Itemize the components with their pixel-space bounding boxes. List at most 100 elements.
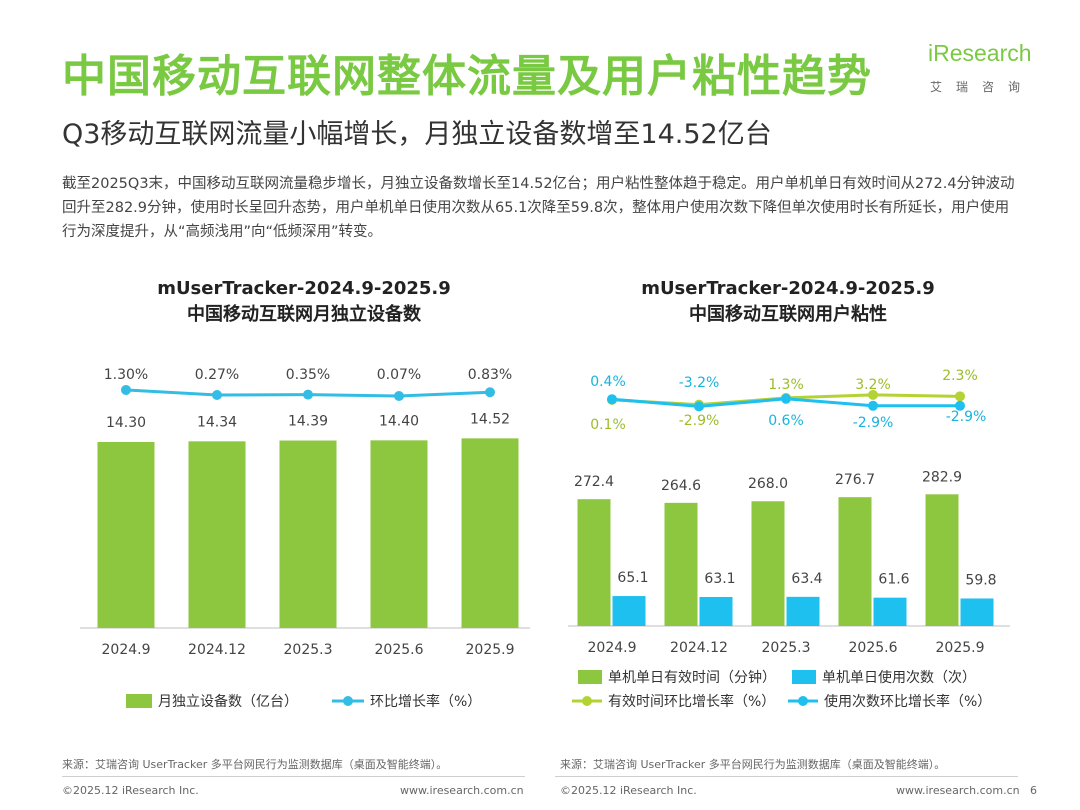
chart2-count-growth-point-2025.6 [868,400,878,411]
chart2-count-label-2024.9: 65.1 [617,570,648,586]
chart2-time-bar-2025.3 [751,501,785,626]
chart2-legend-count-swatch [792,670,816,684]
chart1-bar-2024.12 [188,441,246,628]
chart2-count-growth-label-2024.9: 0.4% [590,374,626,390]
chart1-x-tick-2024.9: 2024.9 [102,642,151,658]
chart2-time-growth-point-2025.9 [955,391,965,402]
chart2-time-bar-2024.12 [664,502,698,626]
chart2-count-bar-2024.12 [699,596,733,626]
chart1-title: mUserTracker-2024.9-2025.9 中国移动互联网月独立设备数 [84,276,524,328]
chart2-legend-time-label: 单机单日有效时间（分钟） [608,669,776,686]
chart2-count-label-2025.9: 59.8 [965,572,996,588]
chart2-count-label-2025.6: 61.6 [878,572,909,588]
chart2-count-growth-label-2024.12: -3.2% [679,375,720,391]
page-number: 6 [1030,784,1037,797]
website-right: www.iresearch.com.cn [896,784,1020,797]
chart2-time-label-2025.6: 276.7 [835,472,875,488]
chart2-count-growth-point-2024.9 [607,394,617,405]
chart2-time-growth-label-2024.9: 0.1% [590,417,626,433]
chart2-count-label-2024.12: 63.1 [704,571,735,587]
chart2-count-growth-label-2025.9: -2.9% [946,409,987,425]
chart1-x-tick-2025.6: 2025.6 [375,642,424,658]
summary-paragraph: 截至2025Q3末，中国移动互联网流量稳步增长，月独立设备数增长至14.52亿台… [62,176,1015,240]
chart2-x-tick-2025.9: 2025.9 [936,640,985,656]
chart1-growth-label-2025.3: 0.35% [286,367,330,383]
iresearch-logo: iResearch 艾瑞咨询 [928,36,1058,100]
footer-divider-right [555,776,1018,777]
chart2-time-label-2024.12: 264.6 [661,478,701,494]
chart2-time-growth-label-2025.6: 3.2% [855,377,891,393]
chart2-time-bar-2025.9 [925,494,959,626]
chart1-growth-label-2024.9: 1.30% [104,367,148,383]
chart1-legend-bar-label: 月独立设备数（亿台） [158,693,298,710]
chart1-bar-2025.9 [461,438,519,628]
chart2-count-bar-2025.6 [873,597,907,626]
chart1-growth-label-2024.12: 0.27% [195,367,239,383]
chart1-growth-point-2025.9 [485,387,495,398]
chart2-legend-time-swatch [578,670,602,684]
chart2-time-bar-2024.9 [577,499,611,626]
chart1-title-line2: 中国移动互联网月独立设备数 [187,304,421,325]
chart2-legend-count-growth-label: 使用次数环比增长率（%） [824,693,991,710]
chart2-time-bar-2025.6 [838,497,872,626]
chart2-count-bar-2024.9 [612,596,646,626]
chart2-count-growth-point-2025.9 [955,400,965,411]
website-left: www.iresearch.com.cn [400,784,524,797]
chart2-title: mUserTracker-2024.9-2025.9 中国移动互联网用户粘性 [568,276,1008,328]
chart2-title-line1: mUserTracker-2024.9-2025.9 [641,278,935,299]
chart2-time-label-2024.9: 272.4 [574,474,614,490]
chart1-growth-point-2024.12 [212,390,222,401]
chart2-time-growth-label-2025.3: 1.3% [768,377,804,393]
chart2-time-growth-point-2025.6 [868,389,878,400]
chart1-bar-2025.3 [279,440,337,628]
page-title: 中国移动互联网整体流量及用户粘性趋势 [62,51,872,102]
chart1-bar-2025.6 [370,440,428,628]
logo-text: iResearch [928,40,1032,66]
chart1-x-tick-2025.9: 2025.9 [466,642,515,658]
chart2-count-growth-point-2024.12 [694,401,704,412]
chart1-legend-bar-swatch [126,694,152,708]
chart2-x-tick-2025.3: 2025.3 [762,640,811,656]
chart2-count-label-2025.3: 63.4 [791,571,822,587]
page-subtitle: Q3移动互联网流量小幅增长，月独立设备数增至14.52亿台 [62,119,772,150]
chart2-title-line2: 中国移动互联网用户粘性 [689,304,887,325]
chart1-bar-2024.9 [97,442,155,628]
source-left: 来源：艾瑞咨询 UserTracker 多平台网民行为监测数据库（桌面及智能终端… [62,758,448,771]
chart2-legend-time-growth-label: 有效时间环比增长率（%） [608,693,775,710]
chart2-time-label-2025.9: 282.9 [922,469,962,485]
chart2-count-growth-label-2025.6: -2.9% [853,415,894,431]
chart1-bar-label-2024.12: 14.34 [197,414,237,430]
chart1-legend-line-marker [343,696,353,706]
chart1-bar-label-2025.6: 14.40 [379,413,419,429]
chart2-legend-count-growth-marker [798,696,808,706]
source-right: 来源：艾瑞咨询 UserTracker 多平台网民行为监测数据库（桌面及智能终端… [560,758,946,771]
chart1-x-tick-2024.12: 2024.12 [188,642,246,658]
chart1-growth-label-2025.9: 0.83% [468,367,512,383]
chart2-x-tick-2024.12: 2024.12 [670,640,728,656]
chart1-growth-point-2025.3 [303,389,313,400]
copyright-right: ©2025.12 iResearch Inc. [560,784,697,797]
chart1-x-tick-2025.3: 2025.3 [284,642,333,658]
chart1-bar-label-2024.9: 14.30 [106,415,146,431]
chart2-count-bar-2025.9 [960,598,994,626]
chart2-x-tick-2024.9: 2024.9 [588,640,637,656]
logo-cn-text: 艾瑞咨询 [930,80,1035,94]
chart1-title-line1: mUserTracker-2024.9-2025.9 [157,278,451,299]
chart2-count-growth-point-2025.3 [781,393,791,404]
chart2-count-growth-label-2025.3: 0.6% [768,413,804,429]
chart1-bar-label-2025.3: 14.39 [288,414,328,430]
chart2-legend-time-growth-marker [582,696,592,706]
chart2-time-growth-label-2024.12: -2.9% [679,413,720,429]
chart2-legend-count-label: 单机单日使用次数（次） [822,669,976,686]
chart2-x-tick-2025.6: 2025.6 [849,640,898,656]
chart2-time-growth-label-2025.9: 2.3% [942,368,978,384]
chart1-growth-label-2025.6: 0.07% [377,367,421,383]
chart1-legend-line-label: 环比增长率（%） [370,693,481,710]
chart1-growth-point-2024.9 [121,384,131,395]
chart1-growth-point-2025.6 [394,391,404,401]
footer-divider-left [62,776,525,777]
chart2-count-bar-2025.3 [786,596,820,626]
chart1-bar-label-2025.9: 14.52 [470,411,510,427]
copyright-left: ©2025.12 iResearch Inc. [62,784,199,797]
